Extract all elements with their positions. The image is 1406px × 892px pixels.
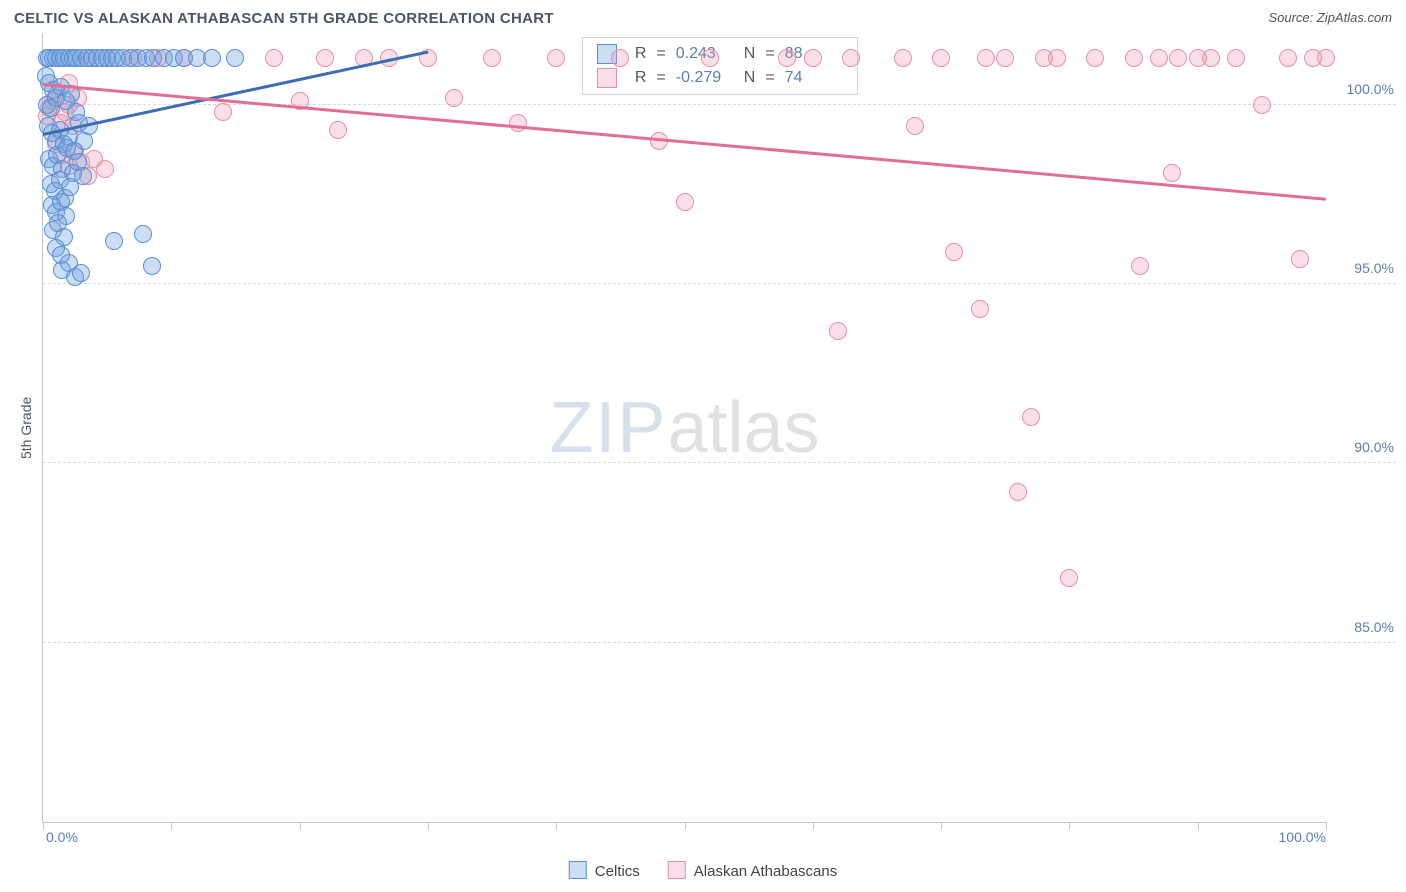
data-point-athabascan xyxy=(1279,49,1297,67)
data-point-athabascan xyxy=(1227,49,1245,67)
data-point-athabascan xyxy=(1009,483,1027,501)
data-point-athabascan xyxy=(932,49,950,67)
data-point-celtic xyxy=(226,49,244,67)
data-point-celtic xyxy=(105,232,123,250)
data-point-athabascan xyxy=(977,49,995,67)
y-tick-label: 85.0% xyxy=(1332,619,1394,635)
data-point-athabascan xyxy=(1317,49,1335,67)
gridline xyxy=(43,283,1396,284)
correlation-chart: CELTIC VS ALASKAN ATHABASCAN 5TH GRADE C… xyxy=(10,10,1396,882)
data-point-athabascan xyxy=(778,49,796,67)
data-point-athabascan xyxy=(1169,49,1187,67)
plot-container: 5th Grade ZIPatlas R = 0.243 N = 88 R xyxy=(10,33,1396,823)
legend: Celtics Alaskan Athabascans xyxy=(569,861,837,880)
stat-n-label: N xyxy=(744,45,756,63)
data-point-athabascan xyxy=(1022,408,1040,426)
y-tick-label: 100.0% xyxy=(1332,81,1394,97)
data-point-athabascan xyxy=(547,49,565,67)
y-axis-label: 5th Grade xyxy=(10,33,42,823)
legend-swatch-celtics-icon xyxy=(569,861,587,879)
watermark-part2: atlas xyxy=(667,388,819,468)
legend-swatch-athabascans-icon xyxy=(668,861,686,879)
data-point-athabascan xyxy=(1125,49,1143,67)
data-point-athabascan xyxy=(483,49,501,67)
data-point-athabascan xyxy=(1202,49,1220,67)
data-point-athabascan xyxy=(906,117,924,135)
data-point-athabascan xyxy=(265,49,283,67)
y-tick-label: 95.0% xyxy=(1332,260,1394,276)
gridline xyxy=(43,642,1396,643)
x-tick xyxy=(43,822,44,830)
data-point-celtic xyxy=(134,225,152,243)
header-row: CELTIC VS ALASKAN ATHABASCAN 5TH GRADE C… xyxy=(10,10,1396,33)
data-point-athabascan xyxy=(701,49,719,67)
data-point-celtic xyxy=(72,264,90,282)
chart-title: CELTIC VS ALASKAN ATHABASCAN 5TH GRADE C… xyxy=(14,10,554,27)
data-point-athabascan xyxy=(676,193,694,211)
data-point-athabascan xyxy=(1150,49,1168,67)
data-point-athabascan xyxy=(1163,164,1181,182)
legend-item-athabascans: Alaskan Athabascans xyxy=(668,861,837,880)
x-axis-range: 0.0% 100.0% xyxy=(46,823,1326,849)
data-point-athabascan xyxy=(945,243,963,261)
legend-item-celtics: Celtics xyxy=(569,861,640,880)
data-point-athabascan xyxy=(316,49,334,67)
watermark: ZIPatlas xyxy=(549,387,819,469)
data-point-athabascan xyxy=(1131,257,1149,275)
data-point-athabascan xyxy=(214,103,232,121)
data-point-celtic xyxy=(203,49,221,67)
data-point-athabascan xyxy=(1048,49,1066,67)
data-point-athabascan xyxy=(894,49,912,67)
data-point-athabascan xyxy=(1253,96,1271,114)
data-point-celtic xyxy=(143,257,161,275)
stat-n-athabascans: 74 xyxy=(785,69,843,87)
stats-row-athabascans: R = -0.279 N = 74 xyxy=(583,66,857,90)
data-point-athabascan xyxy=(329,121,347,139)
data-point-athabascan xyxy=(611,49,629,67)
plot-area: ZIPatlas R = 0.243 N = 88 R = -0.279 xyxy=(42,33,1326,823)
stat-r-label: R xyxy=(635,45,647,63)
data-point-athabascan xyxy=(96,160,114,178)
data-point-athabascan xyxy=(445,89,463,107)
y-tick-label: 90.0% xyxy=(1332,439,1394,455)
data-point-athabascan xyxy=(842,49,860,67)
data-point-athabascan xyxy=(996,49,1014,67)
source-attribution: Source: ZipAtlas.com xyxy=(1268,10,1392,25)
data-point-athabascan xyxy=(804,49,822,67)
gridline xyxy=(43,462,1396,463)
data-point-athabascan xyxy=(1086,49,1104,67)
x-min-label: 0.0% xyxy=(46,829,78,849)
swatch-athabascans-icon xyxy=(597,68,617,88)
watermark-part1: ZIP xyxy=(549,388,667,468)
data-point-athabascan xyxy=(1291,250,1309,268)
x-tick xyxy=(1326,822,1327,830)
stat-r-athabascans: -0.279 xyxy=(676,69,734,87)
x-max-label: 100.0% xyxy=(1279,829,1326,849)
data-point-athabascan xyxy=(971,300,989,318)
data-point-athabascan xyxy=(1060,569,1078,587)
trend-line-athabascans xyxy=(43,83,1326,201)
data-point-athabascan xyxy=(829,322,847,340)
